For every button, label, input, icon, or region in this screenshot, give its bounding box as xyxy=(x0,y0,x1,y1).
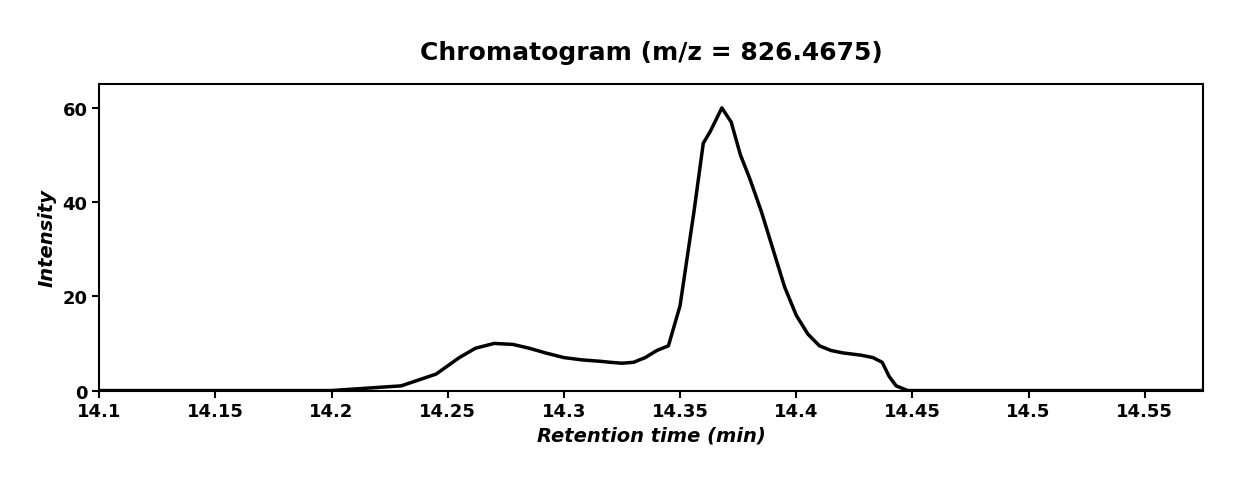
Title: Chromatogram (m/z = 826.4675): Chromatogram (m/z = 826.4675) xyxy=(419,41,883,65)
Y-axis label: Intensity: Intensity xyxy=(38,189,57,287)
X-axis label: Retention time (min): Retention time (min) xyxy=(537,426,765,445)
